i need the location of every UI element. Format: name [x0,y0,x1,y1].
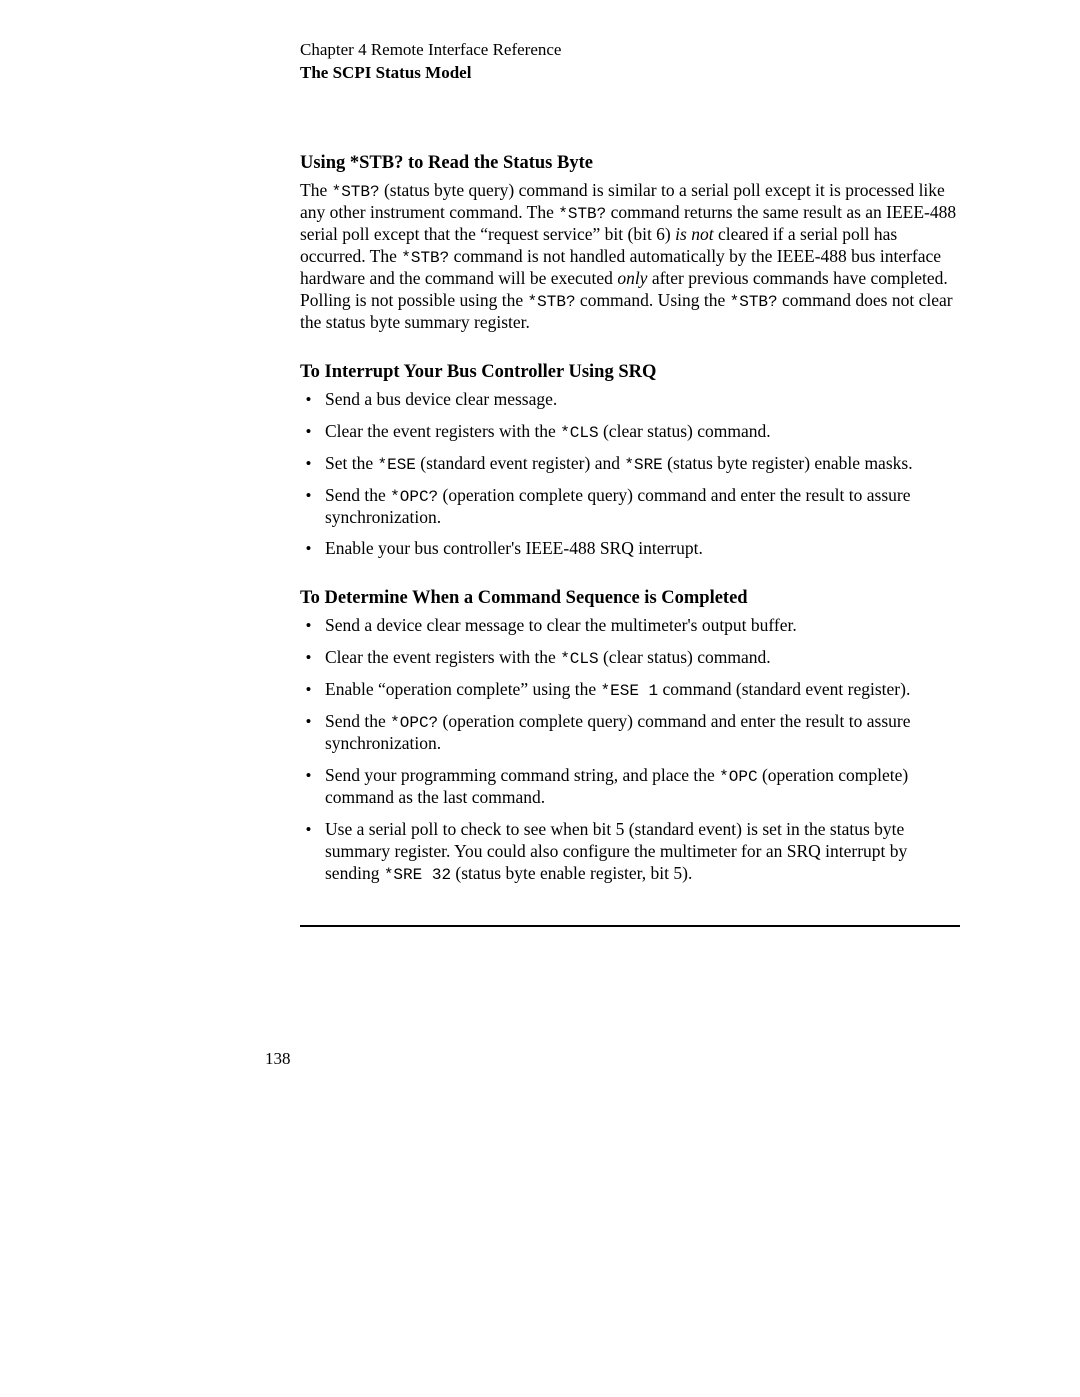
list-item: Enable “operation complete” using the *E… [320,679,960,701]
list-item: Send a device clear message to clear the… [320,615,960,637]
document-page: Chapter 4 Remote Interface Reference The… [0,0,1080,977]
list-command-sequence: Send a device clear message to clear the… [300,615,960,884]
list-item: Clear the event registers with the *CLS … [320,421,960,443]
list-item: Set the *ESE (standard event register) a… [320,453,960,475]
heading-using-stb: Using *STB? to Read the Status Byte [300,153,960,174]
list-interrupt-srq: Send a bus device clear message. Clear th… [300,389,960,561]
heading-command-sequence: To Determine When a Command Sequence is … [300,588,960,609]
list-item: Send the *OPC? (operation complete query… [320,711,960,755]
paragraph-stb: The *STB? (status byte query) command is… [300,180,960,334]
page-number: 138 [265,1049,291,1069]
section-header: The SCPI Status Model [300,63,960,83]
list-item: Clear the event registers with the *CLS … [320,647,960,669]
list-item: Enable your bus controller's IEEE-488 SR… [320,538,960,560]
footer-rule [300,925,960,927]
list-item: Use a serial poll to check to see when b… [320,819,960,885]
list-item: Send your programming command string, an… [320,765,960,809]
heading-interrupt-srq: To Interrupt Your Bus Controller Using S… [300,362,960,383]
list-item: Send the *OPC? (operation complete query… [320,485,960,529]
list-item: Send a bus device clear message. [320,389,960,411]
chapter-header: Chapter 4 Remote Interface Reference [300,40,960,60]
